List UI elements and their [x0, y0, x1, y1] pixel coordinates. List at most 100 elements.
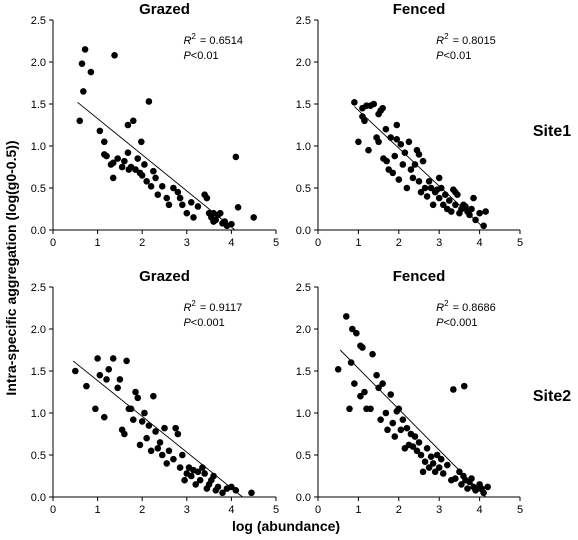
data-point [114, 384, 121, 392]
data-point [419, 157, 427, 165]
data-point [429, 460, 437, 467]
data-point [441, 191, 449, 199]
data-point [397, 141, 405, 148]
site-label-site2: Site2 [533, 388, 571, 405]
data-point [401, 149, 409, 157]
data-point [435, 194, 443, 202]
data-point [476, 209, 483, 217]
data-point [425, 464, 433, 471]
data-point [187, 472, 195, 480]
data-point [134, 155, 142, 162]
data-point [407, 166, 415, 173]
data-point [375, 384, 382, 392]
data-point [103, 152, 110, 160]
p-value-label: P<0.01 [183, 50, 218, 62]
data-point [138, 138, 145, 146]
y-tick-label: 2.0 [296, 324, 311, 336]
data-point [382, 409, 390, 417]
data-point [435, 464, 443, 471]
data-point [152, 428, 159, 435]
y-tick-label: 0.0 [296, 225, 311, 237]
data-point [462, 203, 469, 210]
y-tick-label: 2.5 [31, 15, 46, 27]
data-point [111, 51, 118, 59]
data-point [384, 426, 391, 434]
x-tick-label: 5 [517, 237, 523, 249]
data-point [76, 117, 84, 125]
data-point [387, 134, 395, 141]
data-point [435, 174, 443, 182]
data-point [100, 138, 108, 146]
x-tick-label: 2 [396, 504, 402, 516]
data-point [480, 489, 487, 497]
y-tick-label: 0.5 [31, 450, 46, 462]
data-point [96, 371, 104, 379]
data-point [179, 451, 186, 459]
data-point [194, 468, 202, 476]
data-point [143, 434, 150, 442]
y-tick-label: 2.0 [31, 324, 46, 336]
data-point [212, 216, 220, 224]
data-point [370, 100, 378, 108]
data-point [427, 453, 435, 460]
data-point [152, 174, 159, 182]
data-point [248, 489, 255, 497]
y-tick-label: 1.5 [296, 99, 311, 111]
data-point [216, 209, 224, 217]
data-point [138, 172, 146, 179]
data-point [391, 152, 399, 160]
data-point [395, 176, 403, 183]
data-point [389, 169, 397, 177]
data-point [187, 198, 195, 206]
data-point [456, 468, 463, 476]
panel-title: Fenced [393, 268, 446, 285]
data-point [150, 392, 157, 400]
data-point [210, 209, 217, 217]
data-point [373, 371, 380, 379]
x-tick-label: 0 [50, 237, 56, 249]
data-point [158, 183, 166, 190]
data-point [147, 447, 155, 455]
data-point [78, 60, 86, 67]
y-tick-label: 1.5 [31, 366, 46, 378]
data-point [395, 405, 403, 413]
data-point [129, 416, 137, 424]
data-point [377, 416, 384, 424]
data-point [150, 167, 157, 175]
x-tick-label: 5 [273, 237, 279, 249]
data-point [357, 342, 364, 350]
y-tick-label: 0.0 [31, 225, 46, 237]
data-point [413, 447, 421, 455]
x-tick-label: 5 [517, 504, 523, 516]
data-point [417, 451, 425, 459]
data-point [450, 386, 457, 393]
data-point [472, 216, 479, 224]
data-point [232, 486, 240, 494]
data-point [346, 405, 353, 413]
data-point [367, 405, 374, 413]
data-point [165, 201, 173, 209]
data-point [179, 201, 186, 209]
data-point [124, 121, 132, 129]
data-point [154, 191, 162, 199]
x-tick-label: 0 [50, 504, 56, 516]
data-point [174, 188, 182, 196]
site-label-site1: Site1 [533, 123, 571, 140]
data-point [92, 405, 99, 413]
data-point [353, 329, 360, 337]
data-point [109, 159, 117, 167]
y-tick-label: 2.0 [296, 57, 311, 69]
data-point [141, 161, 148, 168]
y-tick-label: 0.5 [296, 450, 311, 462]
data-point [468, 205, 475, 213]
data-point [403, 424, 411, 432]
panel-site1-grazed: Grazed 0 1 2 3 4 5 0.0 0.5 1.0 1.5 2.0 2.5 R2 = 0.651… [31, 1, 279, 249]
data-point [129, 117, 137, 125]
data-point [154, 444, 162, 452]
data-point [201, 470, 208, 477]
panel-site2-grazed: Grazed 0 1 2 3 4 5 0.0 0.5 1.0 1.5 2.0 2.5 R2 = 0.911… [31, 268, 279, 516]
data-point [405, 138, 413, 146]
data-point [382, 125, 390, 133]
data-point [118, 163, 126, 171]
